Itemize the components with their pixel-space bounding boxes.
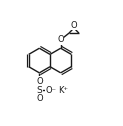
Text: O: O bbox=[36, 94, 43, 103]
Text: K⁺: K⁺ bbox=[58, 86, 68, 94]
Text: O: O bbox=[36, 77, 43, 86]
Text: O: O bbox=[71, 21, 77, 30]
Text: O: O bbox=[57, 35, 64, 44]
Text: S: S bbox=[37, 86, 42, 94]
Text: O⁻: O⁻ bbox=[46, 86, 57, 94]
Text: O: O bbox=[36, 77, 43, 86]
